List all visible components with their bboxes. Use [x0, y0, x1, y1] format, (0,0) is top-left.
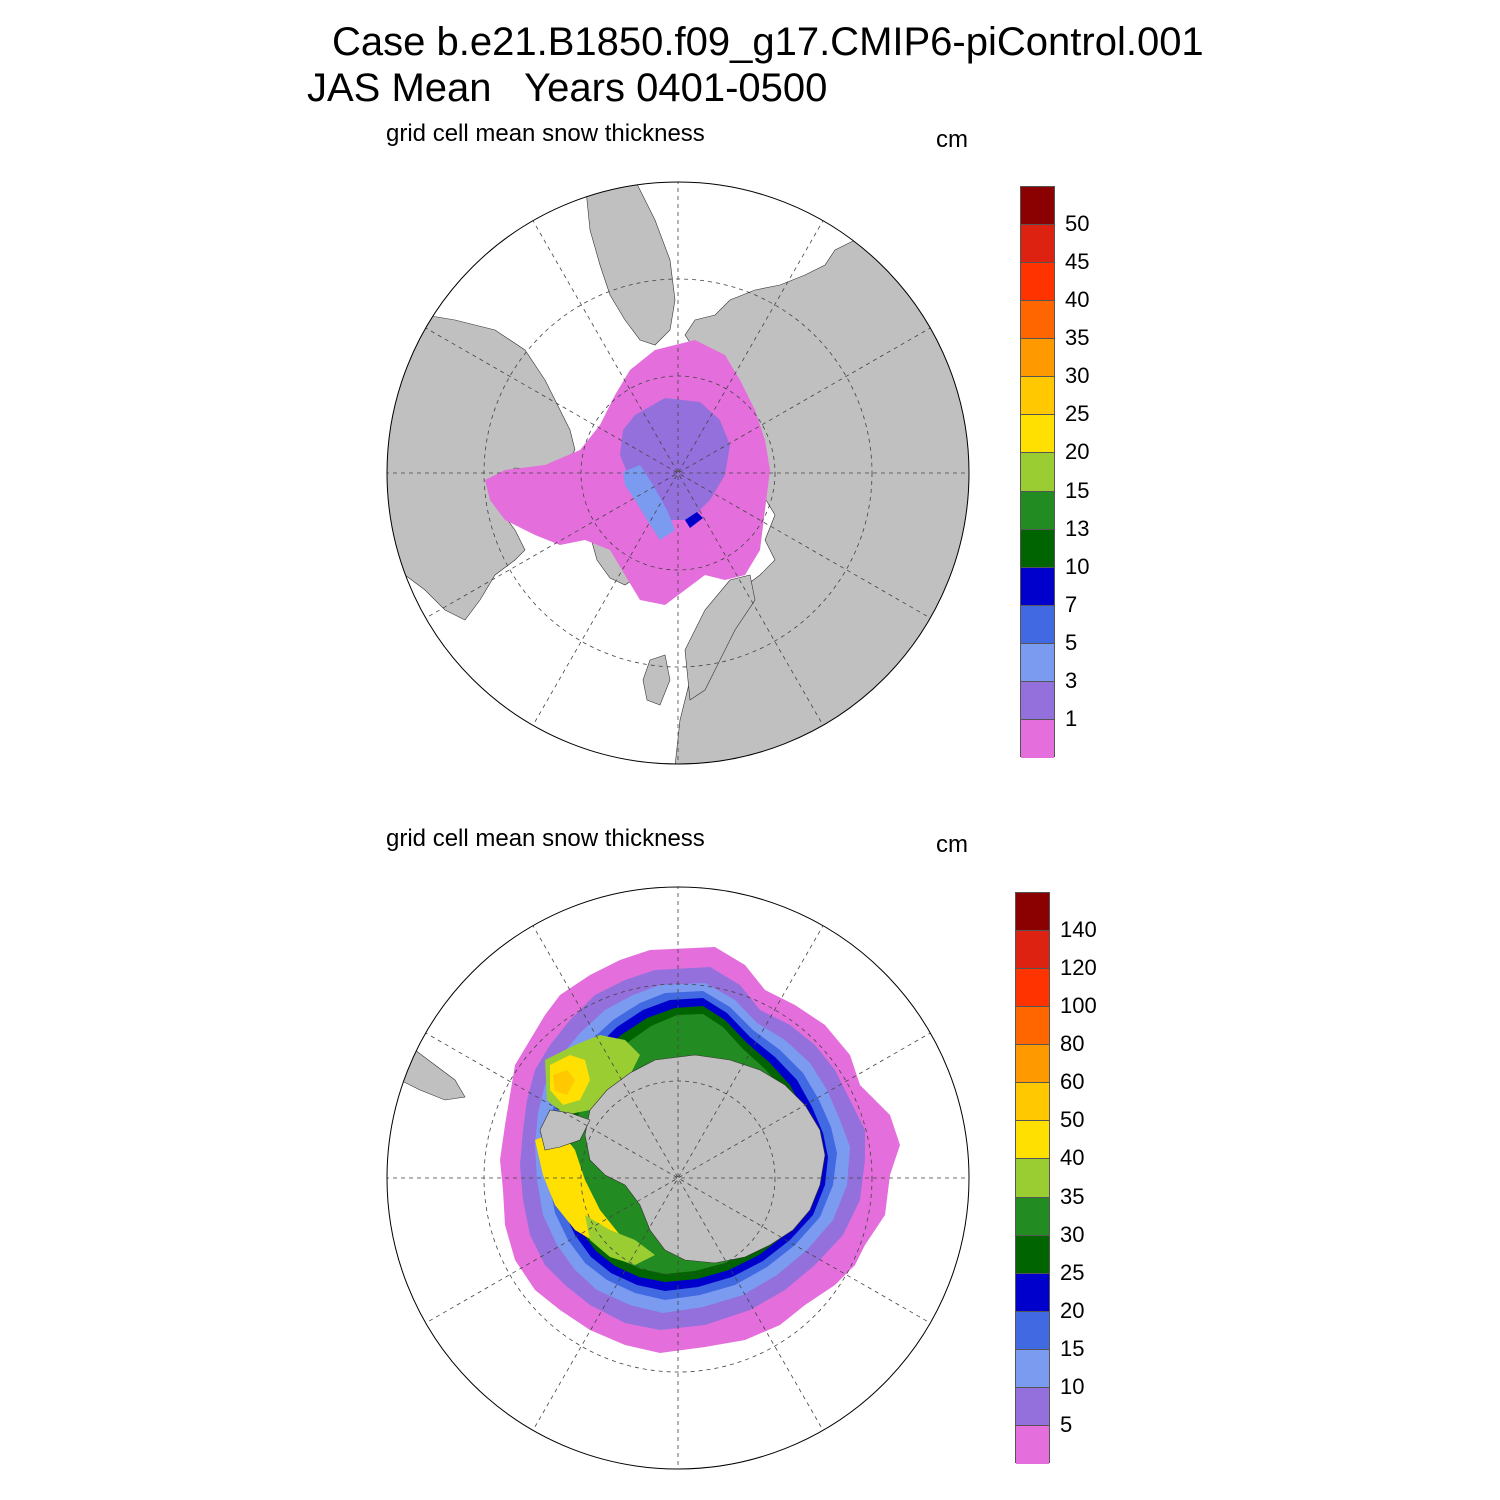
colorbar-segment — [1021, 681, 1054, 720]
north-unit-label: cm — [936, 126, 968, 153]
colorbar-segment — [1021, 377, 1054, 416]
south-map-border — [386, 886, 970, 1470]
colorbar-tick-label: 10 — [1060, 1373, 1085, 1399]
colorbar-tick-label: 10 — [1065, 553, 1090, 579]
colorbar-tick-label: 40 — [1060, 1145, 1085, 1171]
colorbar-tick-label: 30 — [1065, 363, 1090, 389]
colorbar-tick-label: 5 — [1060, 1411, 1073, 1437]
south-unit-label: cm — [936, 831, 968, 858]
colorbar-segment — [1021, 529, 1054, 568]
colorbar-segment — [1021, 567, 1054, 606]
colorbar-tick-label: 35 — [1060, 1183, 1085, 1209]
colorbar-tick-label: 120 — [1060, 955, 1097, 981]
south-graticule — [387, 887, 969, 1469]
colorbar-segment — [1016, 1159, 1049, 1198]
colorbar-tick-label: 140 — [1060, 917, 1097, 943]
colorbar-tick-label: 50 — [1065, 211, 1090, 237]
figure-title-line1: Case b.e21.B1850.f09_g17.CMIP6-piControl… — [332, 20, 1204, 64]
uk-landmass — [642, 654, 671, 706]
colorbar-segment — [1021, 491, 1054, 530]
colorbar-tick-label: 20 — [1065, 439, 1090, 465]
colorbar-tick-label: 100 — [1060, 993, 1097, 1019]
colorbar-segment — [1021, 453, 1054, 492]
colorbar-tick-label: 60 — [1060, 1069, 1085, 1095]
colorbar-tick-label: 40 — [1065, 287, 1090, 313]
colorbar-tick-label: 80 — [1060, 1031, 1085, 1057]
colorbar-segment — [1016, 1425, 1049, 1464]
colorbar-segment — [1021, 643, 1054, 682]
north-subtitle: grid cell mean snow thickness — [386, 120, 705, 147]
colorbar-tick-label: 13 — [1065, 515, 1090, 541]
asia-east-landmass — [584, 182, 676, 346]
figure-title-line2: JAS Mean Years 0401-0500 — [307, 66, 828, 110]
colorbar-segment — [1016, 893, 1049, 932]
colorbar-segment — [1016, 969, 1049, 1008]
colorbar-segment — [1016, 1311, 1049, 1350]
snow-band-40-50cm-weddell — [535, 1130, 620, 1245]
colorbar-segment — [1021, 263, 1054, 302]
colorbar-segment — [1021, 225, 1054, 264]
colorbar-segment — [1021, 719, 1054, 758]
colorbar-tick-label: 15 — [1065, 477, 1090, 503]
north-map-border — [386, 181, 970, 765]
colorbar-segment — [1016, 1007, 1049, 1046]
colorbar-segment — [1021, 339, 1054, 378]
snow-band-50-60cm — [553, 1070, 575, 1095]
colorbar-tick-label: 50 — [1060, 1107, 1085, 1133]
colorbar-tick-label: 35 — [1065, 325, 1090, 351]
south-subtitle: grid cell mean snow thickness — [386, 825, 705, 852]
colorbar-segment — [1016, 1273, 1049, 1312]
north-polar-map — [386, 181, 970, 765]
colorbar-segment — [1021, 605, 1054, 644]
colorbar-tick-label: 15 — [1060, 1335, 1085, 1361]
colorbar-segment — [1016, 1121, 1049, 1160]
colorbar-segment — [1016, 1045, 1049, 1084]
north-colorbar — [1020, 186, 1055, 758]
colorbar-segment — [1021, 301, 1054, 340]
colorbar-segment — [1016, 1235, 1049, 1274]
colorbar-segment — [1016, 1197, 1049, 1236]
colorbar-segment — [1016, 1083, 1049, 1122]
colorbar-tick-label: 1 — [1065, 705, 1078, 731]
snow-band-5-10cm — [685, 512, 703, 528]
colorbar-tick-label: 5 — [1065, 629, 1078, 655]
south-polar-map — [386, 886, 970, 1470]
snow-band-3-5cm — [623, 465, 675, 540]
scandinavia-landmass — [684, 574, 756, 701]
colorbar-segment — [1016, 931, 1049, 970]
colorbar-segment — [1021, 415, 1054, 454]
colorbar-segment — [1016, 1349, 1049, 1388]
colorbar-tick-label: 3 — [1065, 667, 1078, 693]
colorbar-tick-label: 25 — [1060, 1259, 1085, 1285]
colorbar-segment — [1021, 187, 1054, 226]
colorbar-tick-label: 7 — [1065, 591, 1078, 617]
north-graticule — [387, 182, 969, 764]
colorbar-segment — [1016, 1387, 1049, 1426]
colorbar-tick-label: 30 — [1060, 1221, 1085, 1247]
colorbar-tick-label: 45 — [1065, 249, 1090, 275]
colorbar-tick-label: 20 — [1060, 1297, 1085, 1323]
snow-band-35-40cm-weddell — [585, 1215, 655, 1265]
south-colorbar — [1015, 892, 1050, 1464]
colorbar-tick-label: 25 — [1065, 401, 1090, 427]
